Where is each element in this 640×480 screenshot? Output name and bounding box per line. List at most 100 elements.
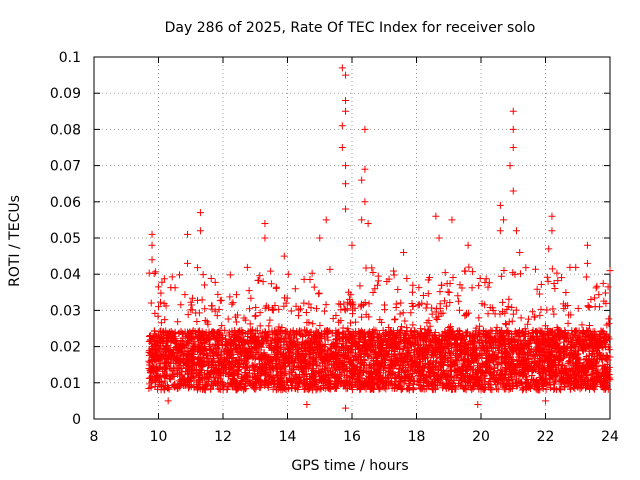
- data-point: [524, 341, 532, 349]
- data-point: [357, 344, 365, 352]
- data-point: [473, 353, 481, 361]
- data-point: [394, 351, 402, 359]
- data-point: [190, 384, 198, 392]
- data-point: [168, 273, 176, 281]
- data-point: [280, 302, 288, 310]
- data-point: [155, 303, 163, 311]
- data-point: [389, 343, 397, 351]
- data-point: [291, 358, 299, 366]
- data-point: [425, 342, 433, 350]
- data-point: [507, 343, 515, 351]
- data-point: [348, 383, 356, 391]
- data-point: [312, 360, 320, 368]
- data-point: [468, 346, 476, 354]
- data-point: [207, 385, 215, 393]
- data-point: [488, 327, 496, 335]
- data-point: [582, 273, 590, 281]
- data-point: [585, 385, 593, 393]
- data-point: [557, 378, 565, 386]
- data-point: [436, 288, 444, 296]
- data-point: [429, 386, 437, 394]
- data-point: [218, 355, 226, 363]
- data-point: [164, 331, 172, 339]
- data-point: [508, 337, 516, 345]
- data-point: [184, 328, 192, 336]
- data-point: [278, 326, 286, 334]
- data-point: [322, 301, 330, 309]
- data-point: [204, 320, 212, 328]
- data-point: [388, 380, 396, 388]
- data-point: [336, 366, 344, 374]
- data-point: [365, 313, 373, 321]
- data-point: [228, 300, 236, 308]
- data-point: [358, 329, 366, 337]
- data-point: [161, 316, 169, 324]
- data-point: [378, 344, 386, 352]
- data-point: [462, 346, 470, 354]
- data-point: [385, 344, 393, 352]
- data-point: [356, 359, 364, 367]
- data-point: [147, 332, 155, 340]
- data-point: [378, 318, 386, 326]
- data-point: [365, 364, 373, 372]
- data-point: [277, 341, 285, 349]
- data-point: [438, 360, 446, 368]
- data-point: [426, 322, 434, 330]
- data-point: [171, 284, 179, 292]
- data-point: [566, 364, 574, 372]
- data-point: [501, 341, 509, 349]
- data-point: [256, 272, 264, 280]
- data-point: [185, 340, 193, 348]
- data-point: [448, 343, 456, 351]
- data-point: [519, 344, 527, 352]
- data-point: [551, 285, 559, 293]
- data-point: [316, 321, 324, 329]
- data-point: [211, 278, 219, 286]
- data-point: [357, 300, 365, 308]
- data-point: [491, 310, 499, 318]
- data-point: [256, 309, 264, 317]
- data-point: [332, 335, 340, 343]
- data-point: [353, 342, 361, 350]
- data-point: [516, 270, 524, 278]
- data-point: [232, 318, 240, 326]
- data-point: [305, 359, 313, 367]
- data-point: [205, 358, 213, 366]
- y-tick-label: 0.08: [50, 122, 81, 138]
- data-point: [445, 324, 453, 332]
- data-point: [475, 282, 483, 290]
- data-point: [182, 379, 190, 387]
- data-point: [328, 329, 336, 337]
- data-point: [481, 338, 489, 346]
- data-point: [177, 301, 185, 309]
- data-point: [161, 363, 169, 371]
- data-point: [226, 271, 234, 279]
- data-point: [404, 352, 412, 360]
- x-tick-label: 22: [537, 429, 555, 445]
- data-point: [297, 305, 305, 313]
- data-point: [601, 289, 609, 297]
- data-point: [196, 346, 204, 354]
- data-point: [521, 340, 529, 348]
- x-tick-label: 14: [279, 429, 297, 445]
- data-point: [536, 290, 544, 298]
- data-point: [324, 336, 332, 344]
- data-point: [547, 384, 555, 392]
- data-point: [146, 333, 154, 341]
- data-point: [300, 346, 308, 354]
- data-point: [476, 274, 484, 282]
- data-point: [310, 349, 318, 357]
- data-point: [219, 361, 227, 369]
- data-point: [529, 308, 537, 316]
- data-point: [540, 366, 548, 374]
- tick-labels: 8 10 12 14 16 18 20 22 2400.010.020.030.040.050.…: [50, 50, 619, 445]
- data-point: [302, 358, 310, 366]
- data-point: [256, 322, 264, 330]
- data-point: [450, 334, 458, 342]
- data-point: [157, 354, 165, 362]
- data-point: [417, 371, 425, 379]
- data-point: [461, 377, 469, 385]
- data-point: [330, 380, 338, 388]
- data-point: [391, 375, 399, 383]
- data-point: [194, 376, 202, 384]
